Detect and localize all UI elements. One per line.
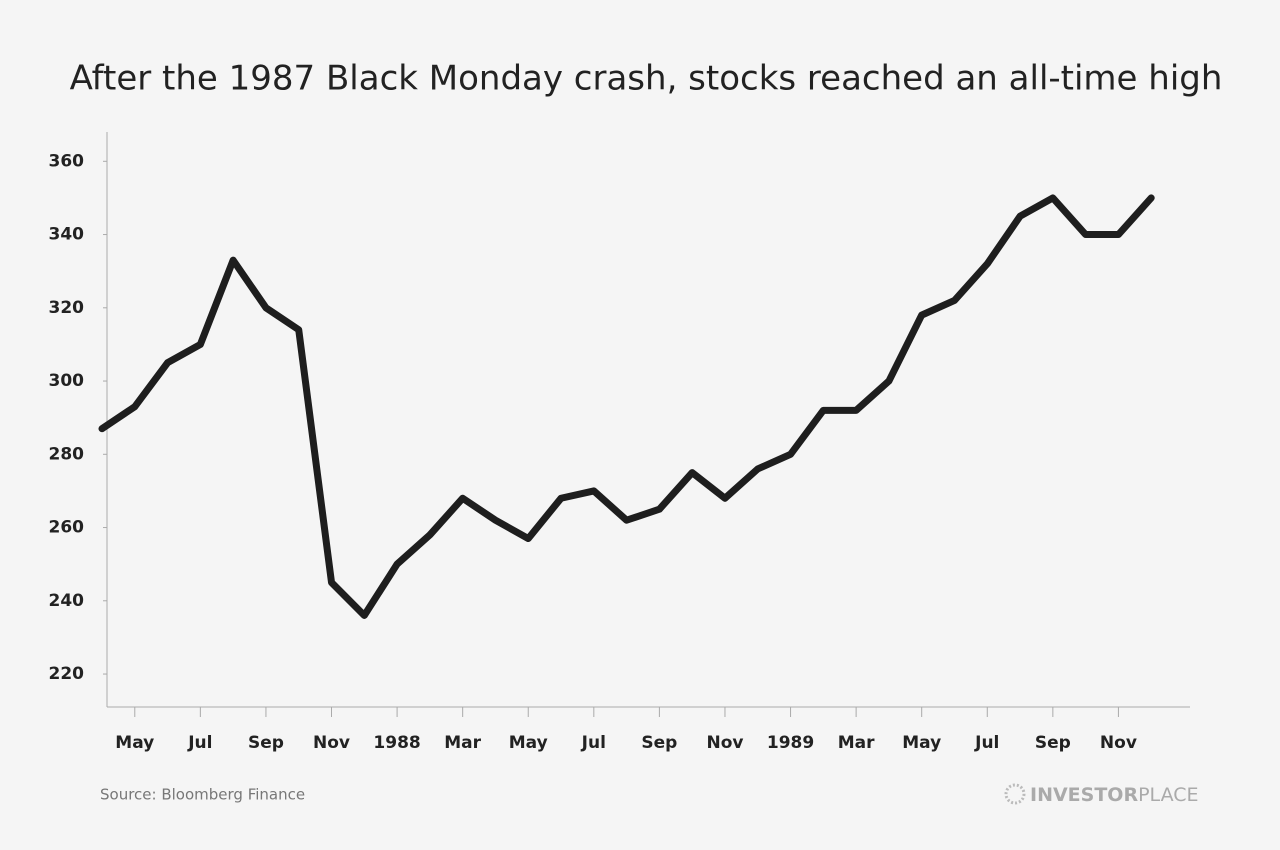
x-tick-label: Nov xyxy=(1100,733,1137,753)
x-tick-label: May xyxy=(115,733,154,753)
brand: INVESTORPLACE xyxy=(1030,784,1199,806)
y-tick-label: 280 xyxy=(49,444,85,464)
x-tick-label: Nov xyxy=(706,733,743,753)
x-tick-label: Jul xyxy=(974,733,999,753)
x-tick-label: Nov xyxy=(313,733,350,753)
y-tick-label: 240 xyxy=(49,591,85,611)
y-tick-label: 220 xyxy=(49,664,85,684)
y-tick-label: 340 xyxy=(49,225,85,245)
x-tick-label: 1989 xyxy=(767,733,814,753)
brand-light: PLACE xyxy=(1138,784,1198,806)
logo-icon xyxy=(1004,783,1026,805)
x-tick-label: Jul xyxy=(187,733,212,753)
source: Source: Bloomberg Finance xyxy=(100,786,305,804)
y-tick-label: 360 xyxy=(49,151,85,171)
brand-bold: INVESTOR xyxy=(1030,784,1138,806)
x-tick-label: 1988 xyxy=(373,733,420,753)
y-tick-label: 300 xyxy=(49,371,85,391)
y-tick-label: 320 xyxy=(49,298,85,318)
x-tick-label: Sep xyxy=(248,733,284,753)
logo: INVESTORPLACE xyxy=(1004,783,1199,806)
x-tick-label: Mar xyxy=(838,733,875,753)
x-tick-label: Jul xyxy=(581,733,606,753)
line xyxy=(98,194,1155,619)
x-tick-label: Sep xyxy=(1035,733,1071,753)
x-tick-label: May xyxy=(902,733,941,753)
x-tick-label: Sep xyxy=(641,733,677,753)
y-tick-label: 260 xyxy=(49,518,85,538)
x-tick-label: Mar xyxy=(444,733,481,753)
chart-title: After the 1987 Black Monday crash, stock… xyxy=(70,59,1223,99)
x-tick-label: May xyxy=(509,733,548,753)
